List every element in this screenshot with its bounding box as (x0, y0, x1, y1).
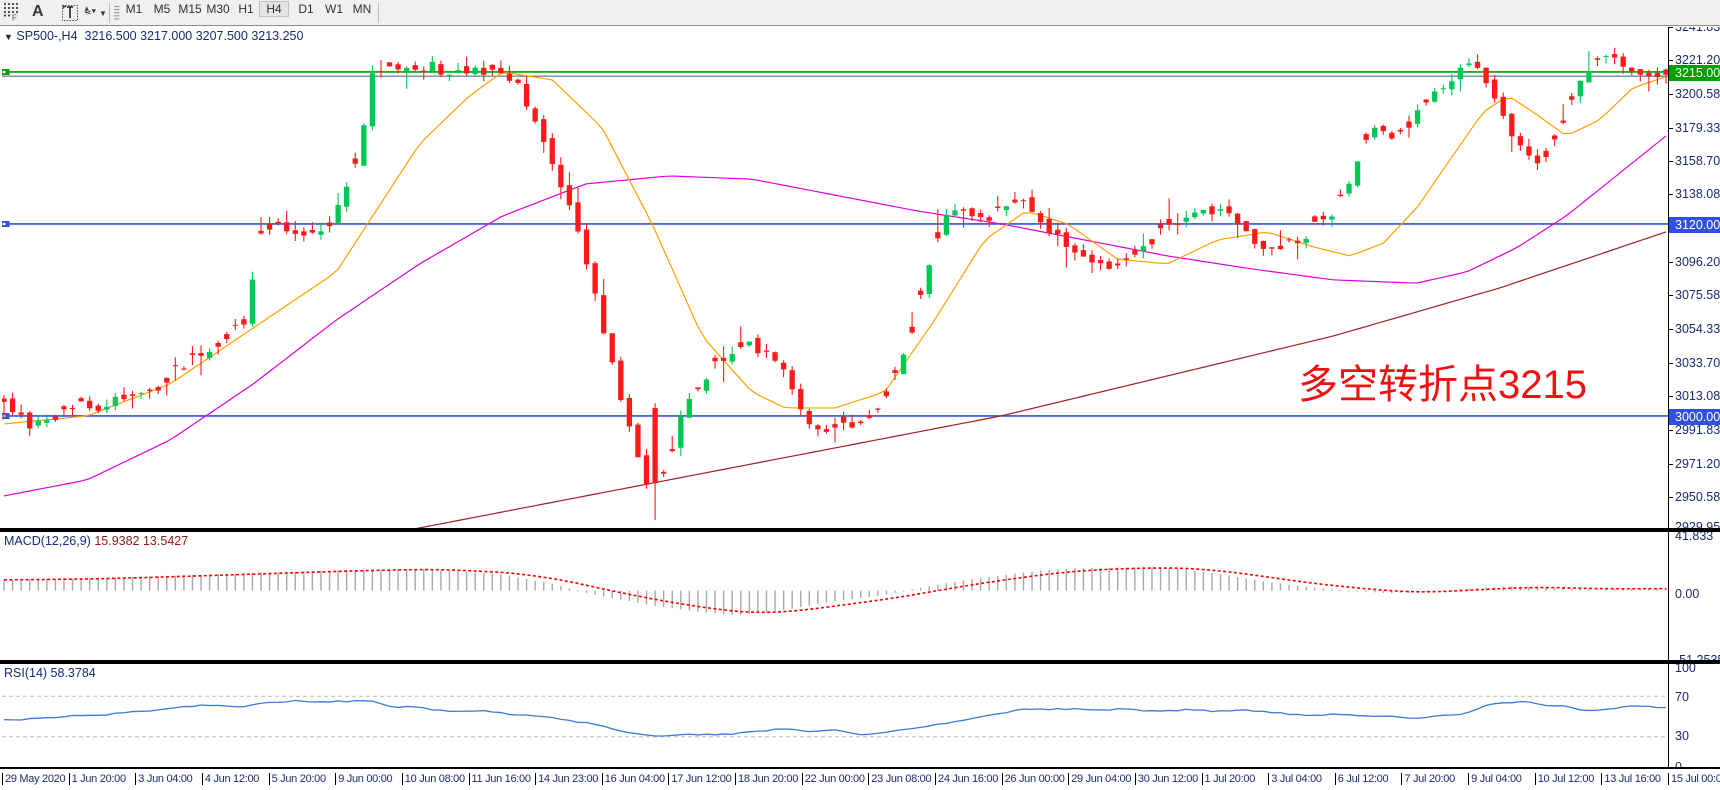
svg-text:F: F (12, 14, 17, 22)
